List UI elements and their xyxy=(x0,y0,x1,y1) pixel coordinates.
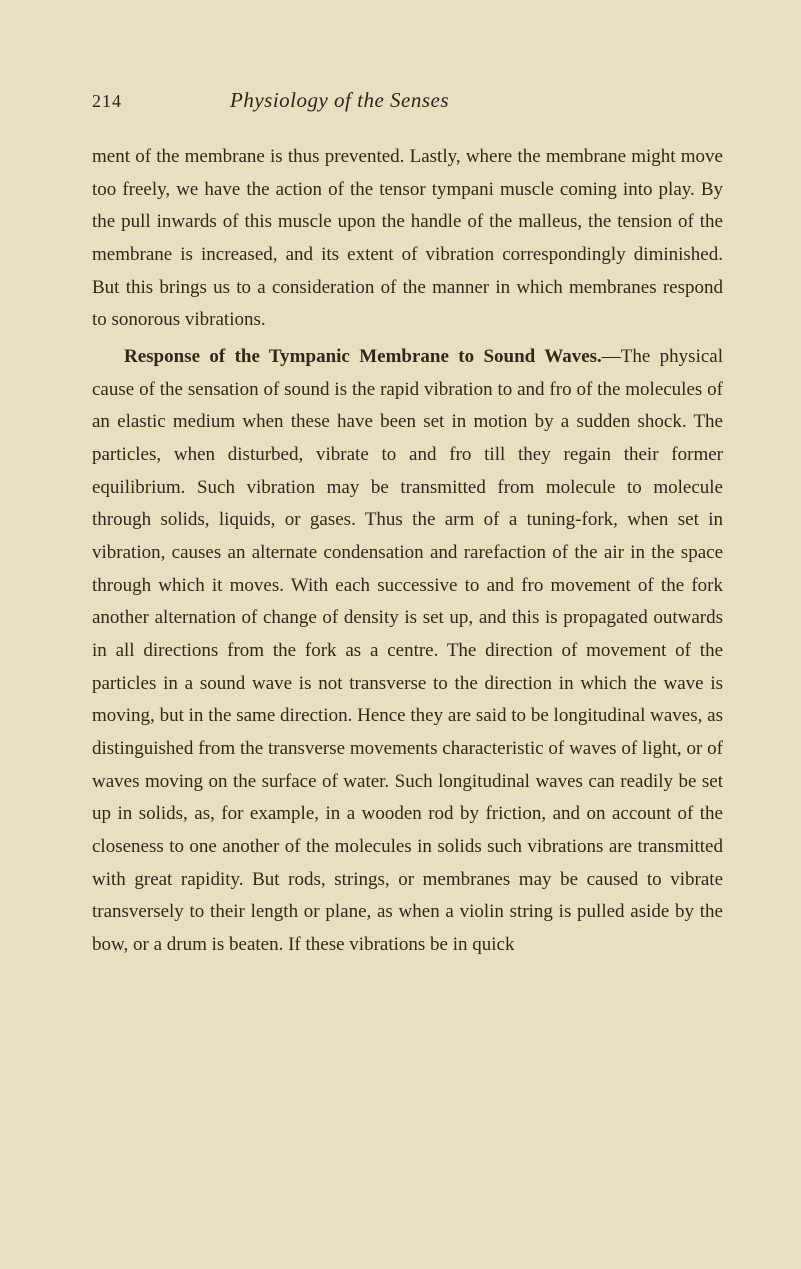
page-header: 214 Physiology of the Senses xyxy=(92,88,723,113)
paragraph-with-heading: Response of the Tympanic Membrane to Sou… xyxy=(92,341,723,962)
running-title: Physiology of the Senses xyxy=(230,88,449,113)
section-heading: Response of the Tympanic Membrane to Sou… xyxy=(124,346,602,367)
paragraph-continuation: ment of the membrane is thus prevented. … xyxy=(92,141,723,337)
body-text-container: ment of the membrane is thus prevented. … xyxy=(92,141,723,962)
page-number: 214 xyxy=(92,91,122,112)
paragraph-body: —The physical cause of the sensation of … xyxy=(92,346,723,955)
